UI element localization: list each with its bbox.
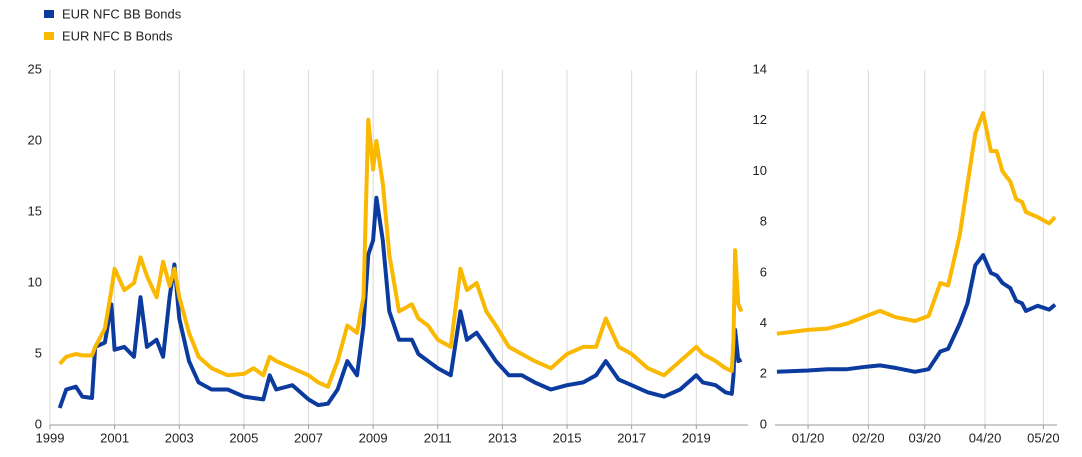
x-tick-label: 05/20 bbox=[1027, 430, 1060, 445]
series-line bbox=[776, 111, 1057, 336]
x-tick-label: 2013 bbox=[488, 430, 517, 445]
y-tick-label: 5 bbox=[35, 345, 42, 360]
series-line bbox=[57, 195, 743, 409]
x-tick-label: 04/20 bbox=[969, 430, 1002, 445]
legend-swatch bbox=[44, 32, 54, 40]
y-tick-label: 12 bbox=[753, 112, 767, 127]
y-tick-label: 10 bbox=[28, 274, 42, 289]
y-tick-label: 0 bbox=[760, 416, 767, 431]
x-tick-label: 02/20 bbox=[852, 430, 885, 445]
y-tick-label: 20 bbox=[28, 132, 42, 147]
x-tick-label: 03/20 bbox=[908, 430, 941, 445]
y-tick-label: 15 bbox=[28, 203, 42, 218]
x-tick-label: 01/20 bbox=[792, 430, 825, 445]
y-tick-label: 4 bbox=[760, 315, 767, 330]
x-tick-label: 2011 bbox=[424, 430, 452, 445]
legend-label: EUR NFC BB Bonds bbox=[62, 6, 182, 21]
legend-swatch bbox=[44, 10, 54, 18]
y-tick-label: 8 bbox=[760, 214, 767, 229]
y-tick-label: 2 bbox=[760, 366, 767, 381]
y-tick-label: 6 bbox=[760, 264, 767, 279]
y-tick-label: 14 bbox=[753, 61, 767, 76]
series-line bbox=[58, 117, 744, 389]
y-tick-label: 10 bbox=[753, 163, 767, 178]
y-tick-label: 0 bbox=[35, 416, 42, 431]
series-line bbox=[776, 253, 1057, 374]
x-tick-label: 2019 bbox=[682, 430, 711, 445]
y-tick-label: 25 bbox=[28, 61, 42, 76]
x-tick-label: 2009 bbox=[359, 430, 388, 445]
x-tick-label: 1999 bbox=[36, 430, 65, 445]
x-tick-label: 2007 bbox=[294, 430, 323, 445]
legend-label: EUR NFC B Bonds bbox=[62, 28, 173, 43]
x-tick-label: 2001 bbox=[100, 430, 129, 445]
x-tick-label: 2005 bbox=[229, 430, 258, 445]
x-tick-label: 2003 bbox=[165, 430, 194, 445]
x-tick-label: 2017 bbox=[617, 430, 646, 445]
x-tick-label: 2015 bbox=[553, 430, 582, 445]
